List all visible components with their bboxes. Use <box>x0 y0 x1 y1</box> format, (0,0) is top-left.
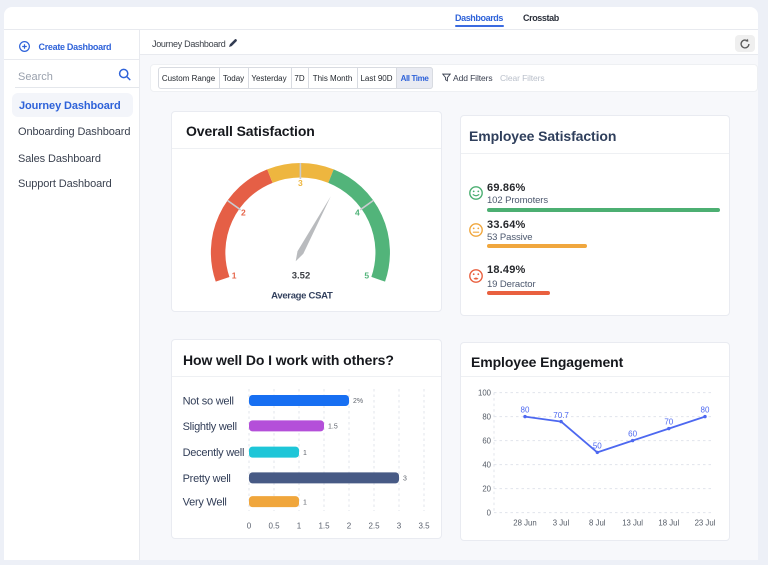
svg-text:13 Jul: 13 Jul <box>622 518 643 527</box>
svg-text:20: 20 <box>482 485 491 494</box>
svg-text:60: 60 <box>628 430 637 439</box>
svg-text:4: 4 <box>355 207 360 217</box>
svg-text:0: 0 <box>487 509 492 518</box>
svg-text:50: 50 <box>593 441 602 450</box>
svg-text:2.5: 2.5 <box>368 521 380 530</box>
svg-text:40: 40 <box>482 461 491 470</box>
svg-text:100: 100 <box>478 389 492 398</box>
svg-text:60: 60 <box>482 437 491 446</box>
svg-text:1.5: 1.5 <box>318 521 330 530</box>
svg-text:18 Jul: 18 Jul <box>658 518 679 527</box>
svg-text:3.52: 3.52 <box>292 271 311 282</box>
svg-text:1.5: 1.5 <box>328 424 338 431</box>
svg-text:3: 3 <box>298 178 303 188</box>
svg-text:Decently well: Decently well <box>183 447 245 459</box>
svg-text:0: 0 <box>247 521 252 530</box>
svg-text:1: 1 <box>303 499 307 506</box>
svg-text:3.5: 3.5 <box>418 521 430 530</box>
svg-text:3: 3 <box>403 476 407 483</box>
svg-text:2: 2 <box>347 521 352 530</box>
svg-text:5: 5 <box>364 270 369 280</box>
svg-text:Pretty well: Pretty well <box>183 473 231 485</box>
svg-text:70.7: 70.7 <box>553 411 569 420</box>
svg-text:1: 1 <box>297 521 302 530</box>
svg-text:8 Jul: 8 Jul <box>589 518 606 527</box>
svg-text:2: 2 <box>241 207 246 217</box>
svg-text:3: 3 <box>397 521 402 530</box>
svg-text:Not so well: Not so well <box>183 396 234 408</box>
svg-text:80: 80 <box>521 406 530 415</box>
svg-text:Very Well: Very Well <box>183 497 227 509</box>
svg-text:Average CSAT: Average CSAT <box>271 291 333 302</box>
svg-text:1: 1 <box>303 450 307 457</box>
svg-text:80: 80 <box>482 413 491 422</box>
svg-text:28 Jun: 28 Jun <box>513 518 536 527</box>
svg-text:23 Jul: 23 Jul <box>695 518 716 527</box>
svg-text:70: 70 <box>664 418 673 427</box>
svg-text:Slightly well: Slightly well <box>183 421 237 433</box>
svg-text:0.5: 0.5 <box>268 521 280 530</box>
svg-text:80: 80 <box>701 406 710 415</box>
svg-text:1: 1 <box>232 270 237 280</box>
svg-text:2%: 2% <box>353 398 363 405</box>
svg-text:3 Jul: 3 Jul <box>553 518 570 527</box>
